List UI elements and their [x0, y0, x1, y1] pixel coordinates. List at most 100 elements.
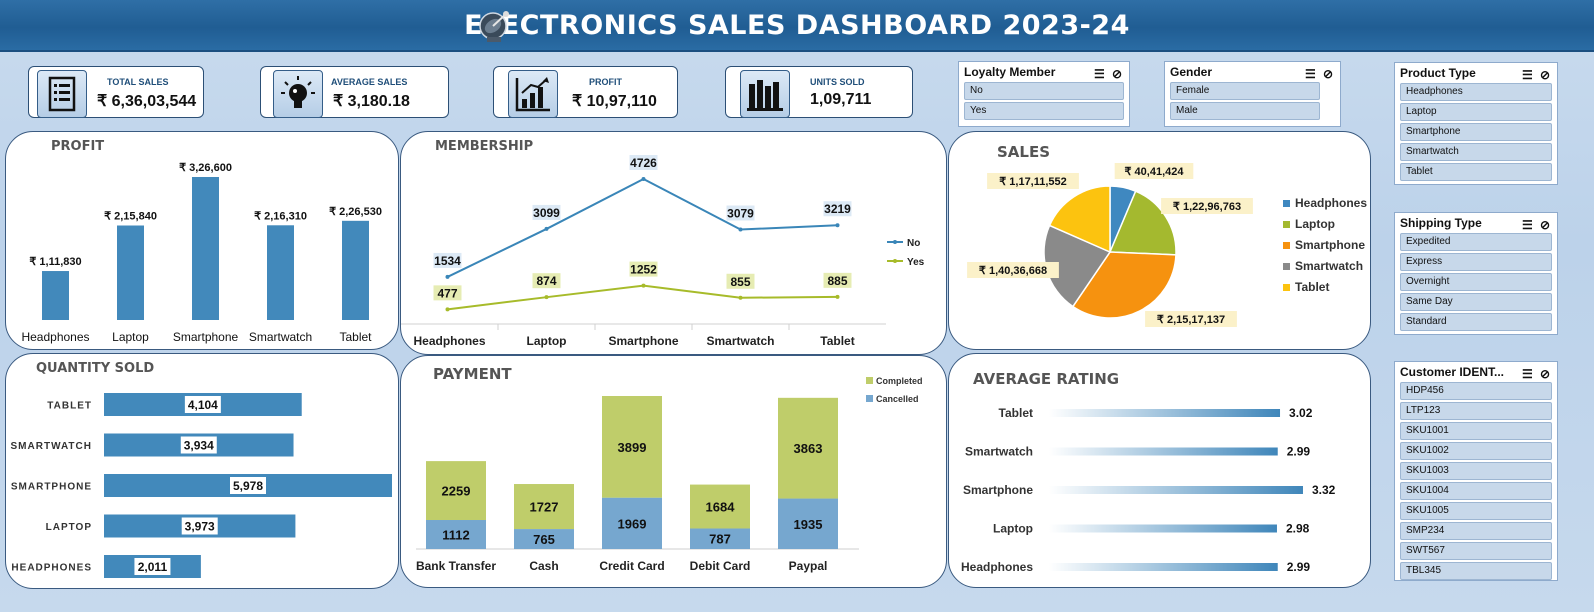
slicer-item[interactable]: No — [964, 82, 1124, 100]
panel-title: PROFIT — [51, 139, 105, 154]
slicer-title: Shipping Type — [1400, 216, 1482, 230]
profit-bar — [267, 225, 294, 320]
rating-bar — [1049, 447, 1278, 456]
payment-data-label: 787 — [709, 532, 731, 547]
kpi-units-sold: UNITS SOLD 1,09,711 — [725, 66, 913, 118]
payment-bar-cancelled — [602, 497, 662, 549]
slicer-item[interactable]: SKU1002 — [1400, 442, 1552, 460]
panel-title: AVERAGE RATING — [973, 370, 1120, 388]
slicer-item[interactable]: Express — [1400, 253, 1552, 271]
membership-panel: MEMBERSHIP 1534 3099 4726 3079 3219 No 477 874 1… — [400, 131, 947, 355]
kpi-label: AVERAGE SALES — [331, 77, 408, 87]
slicer-item[interactable]: Male — [1170, 102, 1320, 120]
clear-filter-icon[interactable]: ⊘ — [1323, 67, 1334, 81]
slicer-item[interactable]: SKU1004 — [1400, 482, 1552, 500]
multi-select-icon[interactable]: ☰ — [1522, 367, 1533, 381]
slicer-product-type[interactable]: Product Type ☰ ⊘ Headphones Laptop Smartp… — [1394, 62, 1558, 185]
data-label-background — [1161, 198, 1253, 214]
panel-title: SALES — [997, 143, 1051, 161]
slicer-item[interactable]: Tablet — [1400, 163, 1552, 181]
slicer-item[interactable]: Expedited — [1400, 233, 1552, 251]
slicer-item[interactable]: Headphones — [1400, 83, 1552, 101]
page-title: ELECTRONICS SALES DASHBOARD 2023-24 — [464, 9, 1130, 41]
rating-category-label: Smartwatch — [965, 445, 1033, 459]
legend-label: No — [907, 238, 920, 249]
membership-data-label: 1534 — [434, 254, 461, 268]
slicer-shipping-type[interactable]: Shipping Type ☰ ⊘ Expedited Express Overn… — [1394, 212, 1558, 335]
kpi-label: UNITS SOLD — [810, 77, 865, 87]
rating-data-label: 3.32 — [1312, 483, 1336, 497]
slicer-item[interactable]: SMP234 — [1400, 522, 1552, 540]
slicer-item[interactable]: Smartwatch — [1400, 143, 1552, 161]
sales-data-label: ₹ 1,17,11,552 — [999, 176, 1067, 188]
slicer-item[interactable]: Smartphone — [1400, 123, 1552, 141]
pie-slice-smartphone — [1071, 251, 1177, 319]
slicer-item[interactable]: SKU1001 — [1400, 422, 1552, 440]
payment-category-label: Cash — [529, 559, 558, 573]
line-point — [641, 177, 646, 181]
membership-data-label: 874 — [536, 274, 556, 288]
quantity-data-label: 4,104 — [188, 398, 218, 412]
rating-bar — [1049, 524, 1277, 533]
slicer-title: Gender — [1170, 65, 1213, 79]
legend-swatch — [1283, 221, 1290, 228]
profit-data-label: ₹ 2,16,310 — [254, 210, 307, 222]
profit-category-label: Headphones — [21, 330, 89, 344]
rating-data-label: 3.02 — [1289, 406, 1313, 420]
profit-data-label: ₹ 3,26,600 — [179, 162, 232, 174]
slicer-item[interactable]: Same Day — [1400, 293, 1552, 311]
slicer-item[interactable]: SKU1003 — [1400, 462, 1552, 480]
slicer-item[interactable]: TBL345 — [1400, 562, 1552, 580]
line-point — [445, 307, 450, 312]
line-point — [641, 283, 646, 288]
data-label-background — [181, 517, 218, 535]
slicer-item[interactable]: SWT567 — [1400, 542, 1552, 560]
legend-marker — [893, 259, 897, 263]
slicer-item[interactable]: Laptop — [1400, 103, 1552, 121]
slicer-item[interactable]: Female — [1170, 82, 1320, 100]
slicer-item[interactable]: Standard — [1400, 313, 1552, 331]
slicer-gender[interactable]: Gender ☰ ⊘ Female Male — [1164, 61, 1341, 127]
slicer-item[interactable]: Yes — [964, 102, 1124, 120]
profit-data-label: ₹ 2,15,840 — [104, 210, 157, 222]
quantity-sold-chart: TABLET 4,104 SMARTWATCH 3,934 SMARTPHONE 5,97… — [11, 393, 392, 578]
membership-data-label: 4726 — [630, 156, 657, 170]
membership-category-label: Headphones — [413, 334, 485, 348]
kpi-label: PROFIT — [589, 77, 622, 87]
profit-bar — [42, 271, 69, 320]
slicer-item[interactable]: Overnight — [1400, 273, 1552, 291]
membership-category-label: Smartwatch — [706, 334, 774, 348]
kpi-average-sales: AVERAGE SALES ₹ 3,180.18 — [260, 66, 449, 118]
panel-title: QUANTITY SOLD — [36, 361, 155, 376]
clear-filter-icon[interactable]: ⊘ — [1540, 218, 1551, 232]
slicer-item[interactable]: LTP123 — [1400, 402, 1552, 420]
slicer-customer-ident[interactable]: Customer IDENT... ☰ ⊘ HDP456 LTP123 SKU10… — [1394, 361, 1558, 581]
profit-category-label: Smartwatch — [249, 330, 312, 344]
quantity-category-label: HEADPHONES — [11, 563, 92, 574]
payment-category-label: Credit Card — [599, 559, 664, 573]
multi-select-icon[interactable]: ☰ — [1305, 67, 1316, 81]
slicer-title: Loyalty Member — [964, 65, 1056, 79]
data-label-background — [1114, 163, 1194, 179]
membership-data-label: 477 — [437, 286, 457, 300]
clear-filter-icon[interactable]: ⊘ — [1112, 67, 1123, 81]
average-rating-panel: AVERAGE RATING Tablet 3.02 Smartwatch 2.99 S… — [948, 353, 1371, 588]
sales-chart: ₹ 40,41,424 Headphones ₹ 1,22,96,763 Laptop… — [967, 163, 1367, 327]
multi-select-icon[interactable]: ☰ — [1522, 218, 1533, 232]
multi-select-icon[interactable]: ☰ — [1522, 68, 1533, 82]
rating-data-label: 2.99 — [1287, 445, 1311, 459]
slicer-item[interactable]: HDP456 — [1400, 382, 1552, 400]
clear-filter-icon[interactable]: ⊘ — [1540, 68, 1551, 82]
payment-bar-cancelled — [778, 498, 838, 549]
sales-panel: SALES ₹ 40,41,424 Headphones ₹ 1,22,96,763… — [948, 131, 1371, 350]
slicer-item[interactable]: SKU1005 — [1400, 502, 1552, 520]
data-label-background — [726, 273, 755, 289]
sales-data-label: ₹ 40,41,424 — [1125, 166, 1185, 178]
clear-filter-icon[interactable]: ⊘ — [1540, 367, 1551, 381]
slicer-loyalty-member[interactable]: Loyalty Member ☰ ⊘ No Yes — [958, 61, 1130, 127]
legend-label: Completed — [876, 376, 923, 386]
multi-select-icon[interactable]: ☰ — [1094, 67, 1105, 81]
quantity-data-label: 3,934 — [184, 439, 214, 453]
profit-bar — [117, 225, 144, 320]
pie-slice-laptop — [1108, 190, 1177, 256]
